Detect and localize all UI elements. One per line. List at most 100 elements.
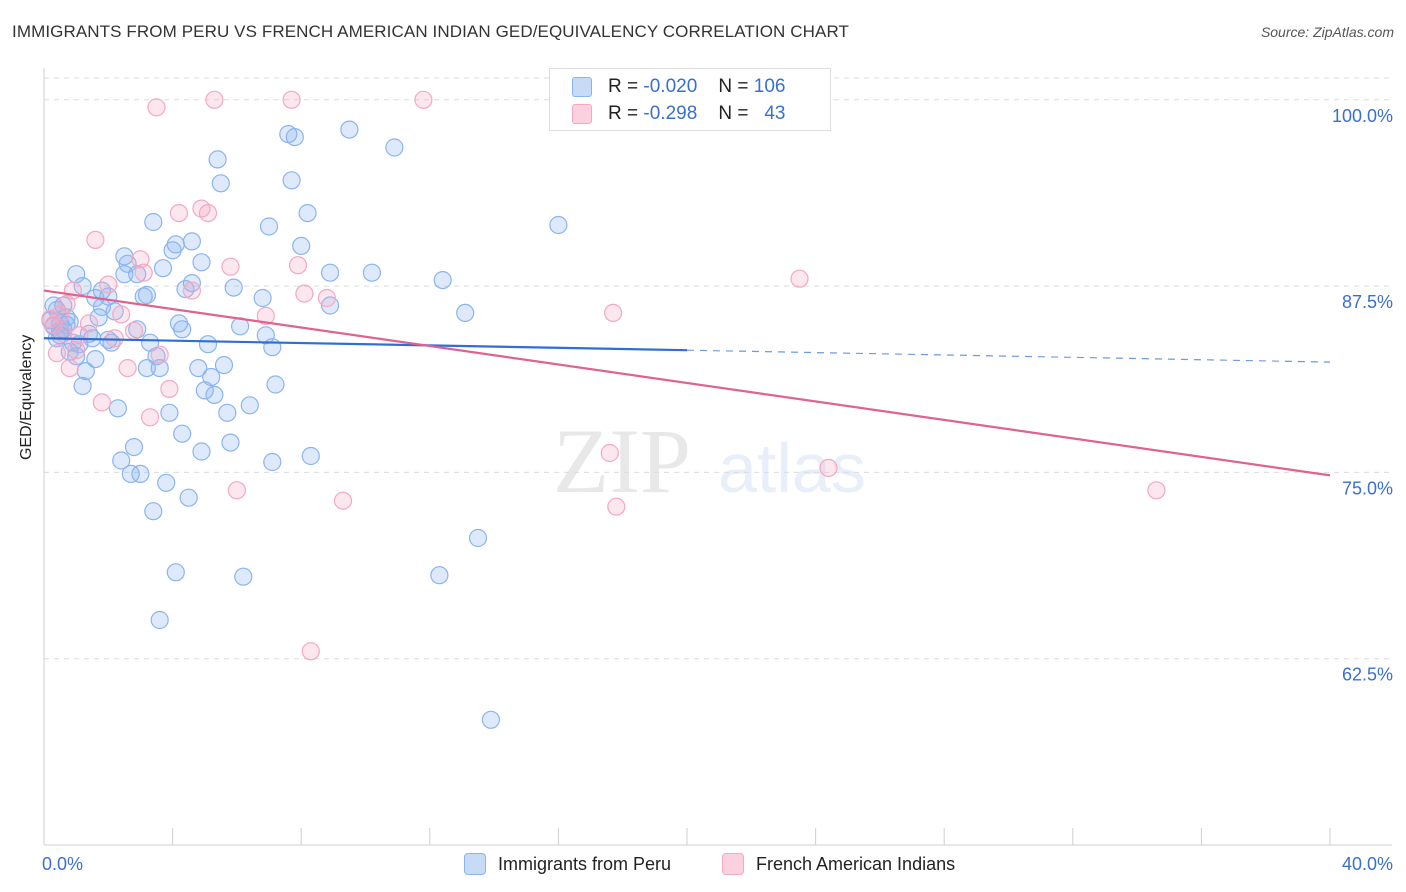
point-french-american-indian	[414, 90, 433, 109]
point-peru	[385, 138, 404, 157]
point-peru	[160, 403, 179, 422]
point-peru	[259, 217, 279, 236]
chart-title: IMMIGRANTS FROM PERU VS FRENCH AMERICAN …	[12, 22, 850, 41]
point-peru	[218, 403, 237, 422]
point-peru	[282, 171, 301, 190]
point-french-american-indian	[819, 458, 838, 477]
stats-text-french-american-indians: R = -0.298 N = 43	[608, 103, 786, 124]
point-peru	[166, 235, 185, 254]
trend-lines	[43, 289, 1331, 477]
point-french-american-indian	[221, 257, 240, 276]
point-peru	[340, 120, 359, 139]
point-peru	[456, 303, 475, 322]
point-peru	[433, 271, 452, 290]
trend-line-peru	[43, 337, 688, 352]
point-peru	[214, 356, 234, 375]
point-peru	[73, 277, 92, 296]
point-french-american-indian	[227, 481, 246, 500]
point-peru	[179, 488, 198, 507]
point-peru	[362, 263, 381, 282]
point-peru	[189, 359, 208, 378]
point-peru	[153, 259, 173, 278]
point-french-american-indian	[333, 491, 353, 510]
point-peru	[468, 528, 488, 548]
point-peru	[128, 265, 147, 284]
watermark-zip: ZIP	[553, 410, 691, 512]
point-french-american-indian	[141, 408, 160, 427]
legend-item-french-american-indians[interactable]: French American Indians	[722, 852, 955, 876]
point-peru	[157, 473, 176, 492]
point-peru	[86, 350, 105, 369]
point-peru	[173, 320, 192, 339]
point-peru	[481, 710, 500, 729]
correlation-stats-box: R = -0.020 N = 106 R = -0.298 N = 43	[549, 68, 831, 131]
point-peru	[166, 563, 185, 582]
trend-line-peru-projection	[686, 349, 1331, 363]
point-french-american-indian	[47, 344, 67, 363]
legend-label-french-american-indians: French American Indians	[756, 853, 956, 874]
stats-swatch-french-american-indians	[572, 104, 592, 124]
point-french-american-indian	[150, 345, 169, 364]
point-peru	[224, 278, 243, 297]
point-french-american-indian	[60, 359, 79, 378]
point-peru	[549, 215, 568, 235]
point-peru	[298, 204, 317, 223]
point-peru	[301, 446, 320, 466]
y-tick-label: 62.5%	[1342, 665, 1393, 685]
point-french-american-indian	[295, 284, 314, 303]
point-peru	[198, 335, 218, 354]
point-peru	[292, 236, 311, 255]
point-peru	[208, 150, 227, 169]
y-tick-label: 87.5%	[1342, 292, 1393, 312]
point-french-american-indian	[205, 90, 224, 109]
point-french-american-indian	[603, 303, 623, 322]
point-french-american-indian	[92, 393, 112, 412]
point-peru	[192, 253, 211, 272]
point-peru	[182, 274, 201, 293]
point-french-american-indian	[50, 305, 70, 324]
point-peru	[182, 232, 201, 251]
point-peru	[240, 396, 259, 415]
stats-text-peru: R = -0.020 N = 106	[608, 76, 786, 97]
source-credit: Source: ZipAtlas.com	[1260, 24, 1394, 40]
point-peru	[266, 375, 285, 394]
point-french-american-indian	[1147, 481, 1166, 500]
point-french-american-indian	[86, 230, 105, 249]
point-french-american-indian	[282, 90, 301, 109]
point-peru	[144, 502, 163, 521]
point-peru	[73, 376, 92, 396]
point-peru	[221, 433, 240, 452]
x-tick-label-max: 40.0%	[1342, 854, 1393, 874]
point-peru	[108, 399, 128, 418]
point-french-american-indian	[256, 306, 275, 325]
data-points	[41, 90, 1166, 729]
point-french-american-indian	[198, 204, 218, 223]
point-peru	[121, 464, 140, 483]
point-peru	[124, 438, 144, 457]
point-peru	[263, 452, 282, 472]
point-french-american-indian	[124, 321, 144, 340]
point-peru	[253, 288, 272, 308]
point-french-american-indian	[790, 269, 809, 288]
point-peru	[211, 174, 230, 193]
point-peru	[112, 451, 131, 470]
point-peru	[150, 359, 169, 378]
point-peru	[430, 566, 449, 585]
tick-labels: 62.5% 75.0% 87.5% 100.0% 0.0% 40.0%	[42, 106, 1393, 874]
point-french-american-indian	[112, 305, 131, 324]
point-peru	[115, 265, 134, 284]
point-peru	[131, 464, 150, 483]
point-peru	[263, 338, 282, 357]
point-french-american-indian	[105, 329, 124, 348]
point-peru	[150, 610, 169, 630]
point-peru	[321, 263, 340, 282]
point-french-american-indian	[600, 443, 619, 463]
point-french-american-indian	[131, 250, 150, 269]
point-peru	[173, 424, 192, 443]
legend-item-peru[interactable]: Immigrants from Peru	[464, 852, 671, 876]
point-peru	[137, 359, 156, 378]
point-peru	[89, 308, 108, 327]
x-tick-label-min: 0.0%	[42, 854, 83, 874]
legend-swatch-french-american-indians	[722, 853, 744, 875]
point-french-american-indian	[607, 497, 626, 516]
